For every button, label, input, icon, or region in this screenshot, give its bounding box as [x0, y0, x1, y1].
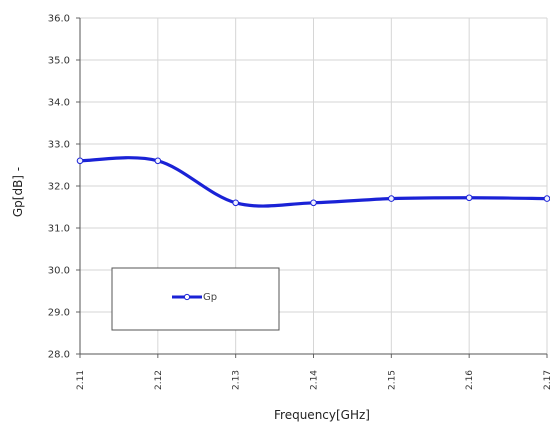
x-tick-label: 2.16	[465, 370, 475, 390]
y-tick-label: 29.0	[48, 308, 70, 319]
y-tick-label: 36.0	[48, 14, 70, 25]
x-tick-label: 2.17	[543, 370, 550, 390]
data-point	[465, 194, 473, 202]
y-tick-labels: 28.0 29.0 30.0 31.0 32.0 33.0 34.0 35.0 36.0	[48, 14, 70, 361]
legend: Gp	[111, 267, 280, 331]
x-tick-label: 2.13	[232, 370, 242, 390]
x-axis-label: Frequency[GHz]	[274, 408, 370, 422]
data-point	[76, 157, 84, 165]
y-tick-label: 30.0	[48, 266, 70, 277]
x-tick-labels: 2.11 2.12 2.13 2.14 2.15 2.16 2.17	[76, 370, 550, 390]
y-tick-label: 32.0	[48, 182, 70, 193]
y-tick-label: 28.0	[48, 350, 70, 361]
grid	[79, 17, 548, 355]
series-group	[76, 156, 550, 208]
x-tick-label: 2.15	[387, 370, 397, 390]
y-tick-label: 34.0	[48, 98, 70, 109]
legend-box	[111, 267, 280, 331]
axes	[76, 17, 548, 358]
y-axis-label: Gp[dB] -	[11, 167, 25, 217]
y-tick-label: 31.0	[48, 224, 70, 235]
x-tick-label: 2.14	[310, 370, 320, 390]
data-point	[154, 157, 162, 165]
x-tick-label: 2.12	[154, 370, 164, 390]
y-tick-label: 35.0	[48, 56, 70, 67]
legend-swatch-marker	[183, 293, 191, 301]
data-point	[388, 195, 395, 202]
legend-entry-gp: Gp	[203, 292, 217, 303]
data-point	[232, 199, 239, 207]
x-tick-label: 2.11	[76, 370, 86, 390]
data-point	[310, 199, 317, 207]
data-point	[543, 195, 550, 202]
y-tick-label: 33.0	[48, 140, 70, 151]
